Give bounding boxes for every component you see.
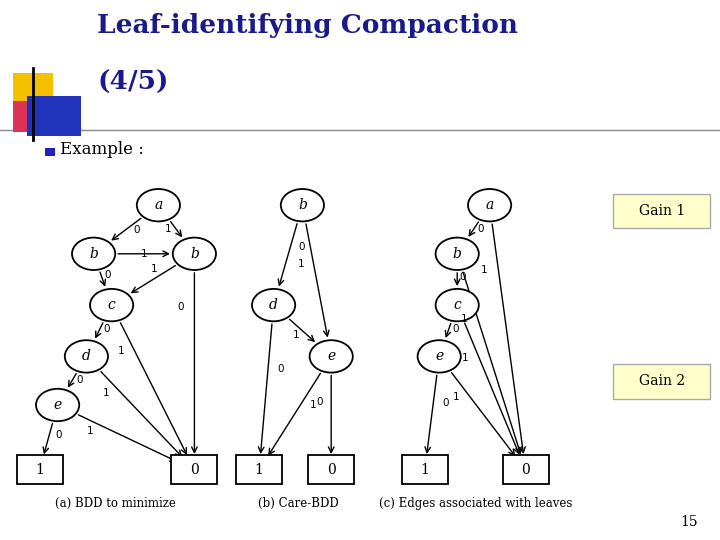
Text: Example :: Example :: [60, 140, 144, 158]
Text: 1: 1: [462, 353, 469, 363]
Circle shape: [468, 189, 511, 221]
Text: 1: 1: [151, 265, 158, 274]
Circle shape: [436, 238, 479, 270]
Text: 1: 1: [140, 249, 148, 259]
Text: 0: 0: [298, 241, 305, 252]
Text: 1: 1: [102, 388, 109, 398]
FancyBboxPatch shape: [13, 101, 48, 132]
Text: e: e: [327, 349, 336, 363]
FancyBboxPatch shape: [13, 73, 53, 103]
Text: 1: 1: [453, 392, 459, 402]
Text: d: d: [82, 349, 91, 363]
Text: 0: 0: [316, 397, 323, 407]
Circle shape: [436, 289, 479, 321]
Text: (a) BDD to minimize: (a) BDD to minimize: [55, 497, 176, 510]
Text: 0: 0: [278, 364, 284, 374]
Text: (4/5): (4/5): [97, 70, 168, 95]
Text: 1: 1: [117, 346, 124, 356]
Text: 0: 0: [134, 225, 140, 235]
Text: 0: 0: [55, 430, 62, 440]
FancyBboxPatch shape: [402, 455, 448, 484]
Text: a: a: [154, 198, 163, 212]
Text: b: b: [89, 247, 98, 261]
Text: 1: 1: [87, 426, 94, 436]
Text: c: c: [454, 298, 461, 312]
Text: 0: 0: [521, 463, 530, 477]
Text: 0: 0: [190, 463, 199, 477]
Circle shape: [65, 340, 108, 373]
Text: Gain 1: Gain 1: [639, 204, 685, 218]
Text: 1: 1: [255, 463, 264, 477]
Bar: [45, 148, 55, 156]
Text: 1: 1: [293, 330, 300, 340]
Text: (c) Edges associated with leaves: (c) Edges associated with leaves: [379, 497, 572, 510]
Circle shape: [90, 289, 133, 321]
FancyBboxPatch shape: [171, 455, 217, 484]
Circle shape: [310, 340, 353, 373]
Text: 0: 0: [177, 302, 184, 312]
Text: 1: 1: [310, 401, 317, 410]
Text: 0: 0: [104, 271, 111, 280]
Circle shape: [137, 189, 180, 221]
Text: 0: 0: [460, 272, 467, 282]
FancyBboxPatch shape: [17, 455, 63, 484]
Circle shape: [418, 340, 461, 373]
Text: 0: 0: [478, 224, 485, 234]
Text: 1: 1: [460, 314, 467, 324]
Text: 1: 1: [35, 463, 44, 477]
Text: 15: 15: [681, 515, 698, 529]
Text: e: e: [53, 398, 62, 412]
FancyBboxPatch shape: [27, 96, 81, 136]
Text: 1: 1: [481, 265, 487, 274]
Circle shape: [252, 289, 295, 321]
Circle shape: [281, 189, 324, 221]
Text: e: e: [435, 349, 444, 363]
Circle shape: [72, 238, 115, 270]
FancyBboxPatch shape: [613, 194, 710, 228]
Text: 1: 1: [298, 259, 305, 269]
FancyBboxPatch shape: [308, 455, 354, 484]
Text: 0: 0: [452, 324, 459, 334]
Text: 0: 0: [327, 463, 336, 477]
Text: b: b: [298, 198, 307, 212]
FancyBboxPatch shape: [236, 455, 282, 484]
Text: d: d: [269, 298, 278, 312]
Text: Leaf-identifying Compaction: Leaf-identifying Compaction: [97, 14, 518, 38]
Text: 0: 0: [76, 375, 83, 384]
FancyBboxPatch shape: [613, 364, 710, 399]
Text: a: a: [485, 198, 494, 212]
Text: b: b: [453, 247, 462, 261]
Text: 1: 1: [420, 463, 429, 477]
Text: Gain 2: Gain 2: [639, 374, 685, 388]
Circle shape: [36, 389, 79, 421]
Text: b: b: [190, 247, 199, 261]
Text: 0: 0: [442, 398, 449, 408]
Text: (b) Care-BDD: (b) Care-BDD: [258, 497, 339, 510]
Text: 0: 0: [104, 325, 110, 334]
FancyBboxPatch shape: [503, 455, 549, 484]
Circle shape: [173, 238, 216, 270]
Text: 1: 1: [165, 224, 171, 234]
Text: c: c: [108, 298, 115, 312]
